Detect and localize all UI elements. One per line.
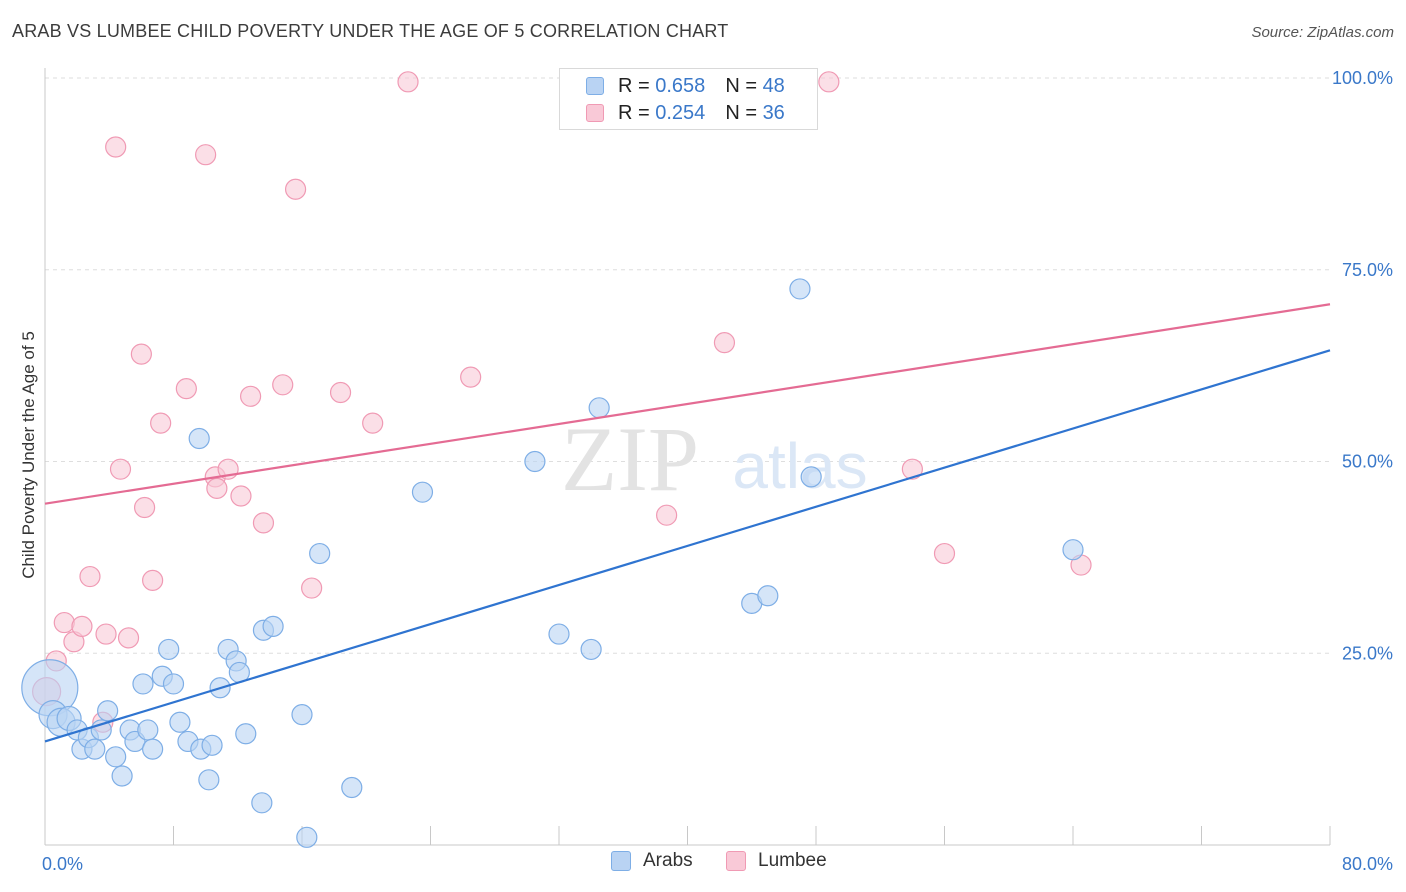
lumbee-point [397, 71, 419, 93]
arabs-points [21, 278, 1084, 848]
lumbee-swatch [586, 104, 604, 122]
arabs-point [580, 638, 602, 661]
series-legend: Arabs Lumbee [0, 850, 1406, 878]
arabs-point [84, 738, 106, 760]
legend-n-label: N = [725, 101, 757, 124]
arabs-point [524, 450, 546, 473]
x-tick-label: 0.0% [42, 854, 83, 874]
arabs-point [262, 615, 284, 638]
lumbee-point [79, 565, 101, 588]
arabs-point [296, 826, 318, 848]
arabs-point [201, 734, 223, 756]
lumbee-point [206, 477, 228, 499]
lumbee-point [53, 611, 75, 634]
lumbee-point [818, 71, 840, 93]
arabs-point [800, 466, 822, 488]
lumbee-legend-swatch [726, 851, 746, 871]
lumbee-point [460, 366, 482, 388]
arabs-point [251, 792, 273, 814]
legend-r-label: R = [618, 101, 650, 124]
lumbee-point [252, 512, 275, 534]
y-tick-label: 100.0% [1332, 68, 1393, 88]
arabs-point [548, 623, 570, 645]
legend-n-label: N = [725, 74, 757, 97]
arabs-point [97, 700, 119, 722]
lumbee-point [301, 577, 323, 599]
arabs-point [757, 585, 779, 607]
lumbee-point [142, 569, 164, 591]
lumbee-point [901, 458, 923, 480]
grid-lines [45, 77, 1330, 654]
arabs-point [235, 723, 257, 745]
arabs-point [137, 719, 159, 741]
lumbee-point [130, 343, 152, 365]
watermark-atlas: atlas [732, 430, 867, 502]
arabs-point [105, 746, 127, 768]
arabs-point [162, 673, 185, 695]
lumbee-point [284, 178, 307, 200]
legend-row-lumbee: R = 0.254 N = 36 [586, 101, 785, 125]
tick-labels: 25.0% 50.0% 75.0% 100.0% 0.0% 80.0% [42, 68, 1393, 874]
lumbee-point [175, 378, 197, 400]
lumbee-point [656, 504, 678, 526]
lumbee-point [71, 615, 93, 638]
chart-title: ARAB VS LUMBEE CHILD POVERTY UNDER THE A… [12, 21, 729, 41]
arabs-point [188, 427, 210, 450]
lumbee-point [329, 381, 352, 404]
lumbee-point [230, 485, 252, 507]
arabs-point [309, 542, 331, 565]
trend-lines [44, 303, 1331, 743]
legend-r-value: 0.658 [655, 74, 706, 97]
lumbee-point [272, 374, 294, 396]
arabs-point [588, 397, 610, 419]
lumbee-point [362, 412, 384, 434]
legend-n-value: 48 [762, 74, 785, 97]
lumbee-point [117, 627, 140, 649]
arabs-point [132, 673, 154, 695]
legend-n-value: 36 [762, 101, 785, 124]
arabs-trend-line [44, 349, 1331, 743]
arabs-point [1062, 539, 1084, 561]
lumbee-point [150, 412, 172, 434]
x-tick-label: 80.0% [1342, 854, 1393, 874]
lumbee-point [933, 542, 956, 565]
y-tick-label: 75.0% [1342, 260, 1393, 280]
arabs-point [341, 776, 363, 799]
legend-row-arabs: R = 0.658 N = 48 [586, 74, 785, 98]
arabs-point [158, 638, 180, 661]
lumbee-point [240, 385, 262, 407]
lumbee-trend-line [44, 303, 1331, 505]
y-tick-label: 25.0% [1342, 643, 1393, 663]
arabs-point [169, 711, 191, 733]
lumbee-point [105, 136, 127, 158]
lumbee-point [713, 332, 736, 354]
lumbee-point [195, 144, 217, 166]
legend-r-value: 0.254 [655, 101, 706, 124]
legend-item-lumbee: Lumbee [726, 850, 827, 872]
arabs-legend-swatch [611, 851, 631, 871]
y-tick-label: 50.0% [1342, 452, 1393, 472]
arabs-swatch [586, 77, 604, 95]
legend-label-lumbee: Lumbee [758, 850, 827, 871]
y-axis-label: Child Poverty Under the Age of 5 [19, 331, 38, 579]
legend-label-arabs: Arabs [643, 850, 693, 871]
lumbee-point [133, 496, 156, 519]
arabs-point [291, 704, 313, 726]
watermark-zip: ZIP [561, 408, 699, 510]
legend-item-arabs: Arabs [611, 850, 693, 872]
legend-r-label: R = [618, 74, 650, 97]
arabs-point [411, 481, 434, 503]
arabs-point [198, 769, 220, 791]
arabs-point [789, 278, 811, 300]
lumbee-point [109, 458, 132, 480]
arabs-point [111, 765, 133, 787]
source-label: Source: ZipAtlas.com [1251, 24, 1394, 41]
lumbee-points [32, 71, 1092, 733]
arabs-point [142, 738, 164, 760]
stats-legend: R = 0.658 N = 48 R = 0.254 N = 36 [559, 68, 818, 130]
lumbee-point [95, 623, 117, 645]
